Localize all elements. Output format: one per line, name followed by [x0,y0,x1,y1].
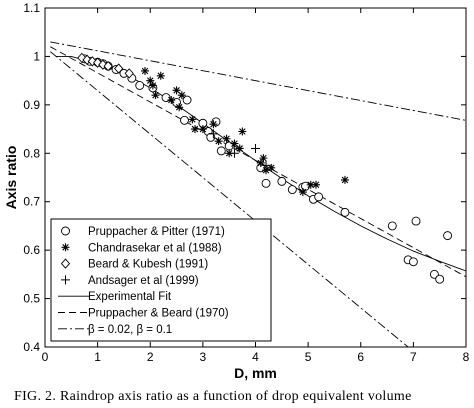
data-point-asterisk [198,125,207,134]
data-point-asterisk [209,120,218,129]
data-point-asterisk [235,144,244,153]
data-point-asterisk [312,180,321,189]
legend-label: Experimental Fit [88,291,172,303]
data-point-asterisk [256,158,265,167]
data-point-asterisk [172,86,181,95]
data-point-circle [277,176,287,186]
data-point-diamond [124,68,134,79]
data-point-asterisk [340,175,349,184]
legend-label: Pruppacher & Beard (1970) [88,308,229,320]
data-point-asterisk [259,154,268,163]
data-point-circle [206,132,216,142]
y-tick-label: 0.9 [23,98,40,112]
x-tick-label: 7 [410,350,417,364]
data-point-asterisk [188,115,197,124]
y-tick-label: 0.5 [23,292,40,306]
data-point-circle [180,115,189,125]
data-point-circle [443,231,453,241]
x-tick-label: 8 [463,350,470,364]
legend-label: Chandrasekar et al (1988) [88,242,222,254]
legend-label: Andsager et al (1999) [88,275,199,287]
data-point-asterisk [151,91,160,100]
y-axis-label: Axis ratio [3,146,19,210]
series-line-6 [50,41,466,121]
legend-label: Pruppacher & Pitter (1971) [88,226,225,238]
data-point-circle [261,178,271,188]
y-tick-label: 1 [33,49,40,63]
x-tick-label: 2 [147,350,154,364]
data-point-asterisk [262,166,271,175]
data-point-asterisk [306,180,315,189]
legend-marker-circle [61,226,70,236]
data-point-plus [251,143,260,153]
data-point-asterisk [177,91,186,100]
data-point-diamond [93,57,103,68]
series-line-6 [50,51,409,347]
data-point-circle [314,192,324,202]
data-point-circle [287,185,297,195]
data-point-asterisk [267,163,276,172]
data-point-asterisk [167,96,176,105]
legend-marker-plus [61,275,70,285]
data-point-circle [340,207,350,217]
data-point-asterisk [175,103,184,112]
data-point-circle [135,81,145,90]
legend-label: Beard & Kubesh (1991) [88,259,208,271]
y-tick-label: 0.6 [23,243,40,257]
legend: Pruppacher & Pitter (1971) Chandrasekar e… [50,218,272,342]
data-point-asterisk [225,149,234,158]
data-point-plus [261,160,271,170]
series-layer [50,41,466,347]
y-tick-label: 0.8 [23,146,40,160]
data-point-asterisk [214,137,223,146]
x-tick-label: 6 [357,350,364,364]
data-point-asterisk [298,188,307,197]
data-point-asterisk [146,76,155,85]
figure-caption: FIG. 2. Raindrop axis ratio as a functio… [14,389,412,404]
legend-label: β = 0.02, β = 0.1 [88,324,172,336]
data-point-asterisk [238,127,247,136]
data-point-diamond [103,60,113,72]
x-tick-label: 0 [42,350,49,364]
data-point-plus [229,148,239,158]
legend-marker-diamond [60,258,71,269]
data-point-diamond [114,63,124,74]
data-point-diamond [87,56,97,67]
x-tick-label: 3 [200,350,207,364]
data-point-circle [182,95,192,105]
data-point-asterisk [148,81,157,90]
data-point-circle [387,221,397,231]
data-point-circle [216,146,226,156]
ticks-layer: 0 1 2 3 4 5 6 7 8 0.4 0.5 0.6 0.7 0.8 0.9 1 1.1 [23,1,469,364]
legend-box [50,218,272,342]
legend-marker-asterisk [61,243,70,252]
x-tick-label: 4 [252,350,259,364]
x-tick-label: 5 [305,350,312,364]
data-point-asterisk [230,139,239,148]
data-point-circle [435,274,445,284]
data-point-plus [208,129,218,139]
data-point-asterisk [140,66,149,75]
series-line-5 [50,46,466,278]
data-point-asterisk [222,134,231,143]
x-axis-label: D, mm [234,365,277,381]
y-tick-label: 0.4 [23,340,40,354]
x-tick-label: 1 [94,350,101,364]
data-point-asterisk [190,125,199,134]
data-point-asterisk [156,71,165,80]
y-tick-label: 0.7 [23,195,40,209]
data-point-circle [411,216,421,226]
data-point-circle [408,257,418,267]
y-tick-label: 1.1 [23,1,40,15]
